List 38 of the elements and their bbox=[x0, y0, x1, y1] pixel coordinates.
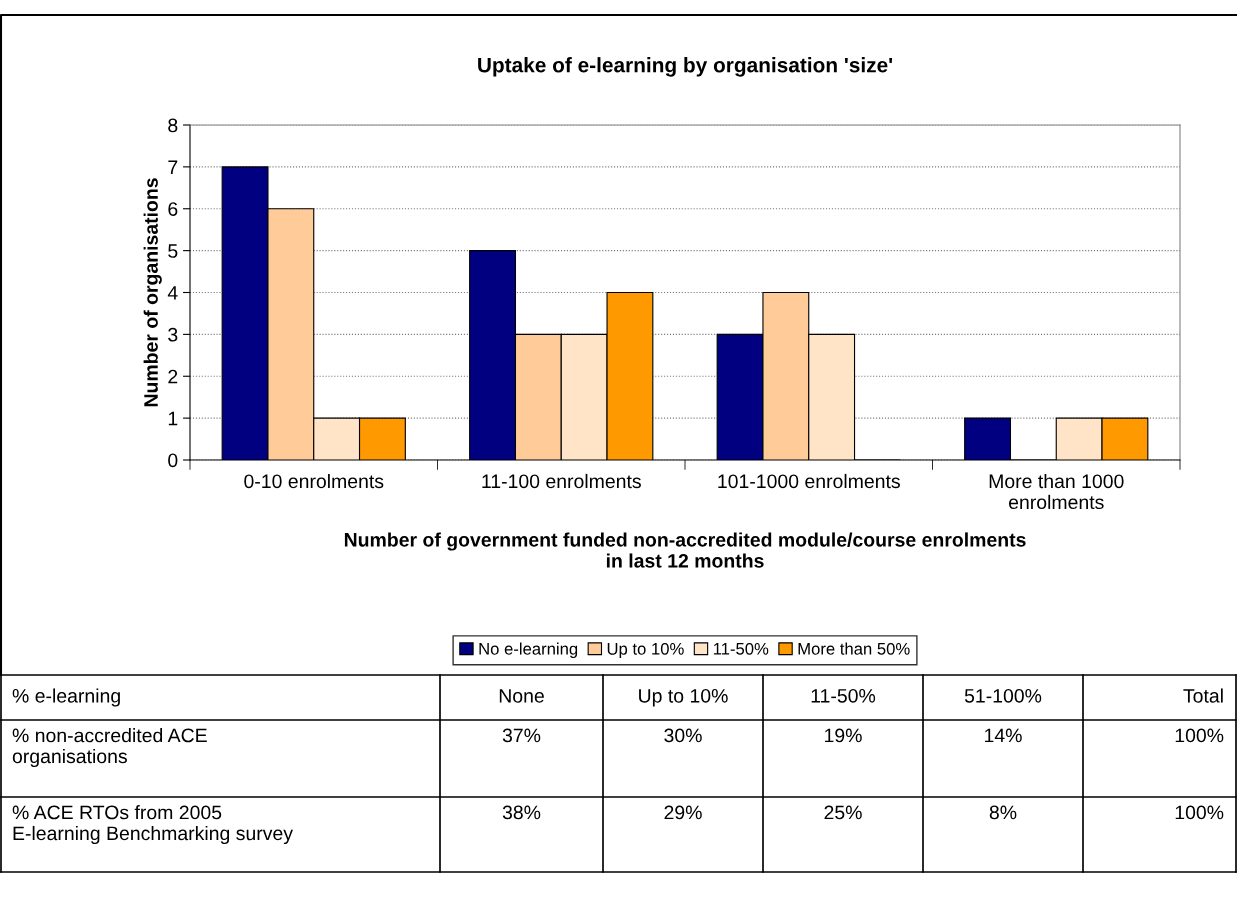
y-tick-label: 2 bbox=[168, 369, 178, 384]
data-label: 100% bbox=[1175, 728, 1224, 743]
x-tick-label: 101-1000 enrolments bbox=[718, 473, 900, 489]
text: % non-accredited ACE organisations bbox=[12, 728, 207, 768]
category-label: Up to 10% bbox=[639, 688, 728, 707]
y-tick-label: 7 bbox=[168, 160, 178, 174]
text: % ACE RTOs from 2005 E-learning Benchmarking survey bbox=[12, 805, 293, 845]
y-tick-label: 6 bbox=[168, 202, 178, 216]
x-tick-label: 11-100 enrolments bbox=[482, 473, 641, 489]
legend-label: No e-learning bbox=[479, 642, 578, 659]
y-tick-label: 3 bbox=[168, 327, 178, 342]
legend-label: 11-50% bbox=[713, 642, 769, 655]
x-tick-label: 0-10 enrolments bbox=[244, 473, 384, 489]
data-label: 100% bbox=[1175, 805, 1224, 820]
data-label: 19% bbox=[825, 728, 862, 743]
x-axis-title: Number of government funded non-accredited module/course enrolments in last 12 months bbox=[344, 532, 1026, 568]
data-label: 37% bbox=[502, 728, 541, 743]
y-tick-label: 0 bbox=[168, 453, 178, 468]
y-axis-title: Number of organisations bbox=[143, 178, 162, 407]
y-tick-label: 5 bbox=[168, 244, 178, 258]
chart-title: Uptake of e-learning by organisation 'size' bbox=[478, 57, 893, 77]
data-label: 8% bbox=[989, 805, 1017, 820]
data-label: 30% bbox=[664, 728, 702, 743]
legend-label: More than 50% bbox=[798, 642, 910, 655]
category-label: None bbox=[499, 689, 544, 703]
x-tick-label: More than 1000 enrolments bbox=[989, 473, 1124, 510]
y-tick-label: 4 bbox=[167, 286, 178, 300]
data-label: 14% bbox=[985, 728, 1022, 743]
data-label: 29% bbox=[664, 805, 702, 820]
category-label: Total bbox=[1183, 688, 1223, 703]
category-label: 51-100% bbox=[964, 688, 1042, 703]
y-tick-label: 8 bbox=[168, 118, 178, 133]
data-label: 25% bbox=[824, 805, 862, 820]
category-label: 11-50% bbox=[811, 688, 876, 703]
text: % e-learning bbox=[12, 688, 120, 707]
legend-label: Up to 10% bbox=[607, 642, 684, 659]
data-label: 38% bbox=[502, 805, 541, 820]
y-tick-label: 1 bbox=[168, 411, 178, 426]
